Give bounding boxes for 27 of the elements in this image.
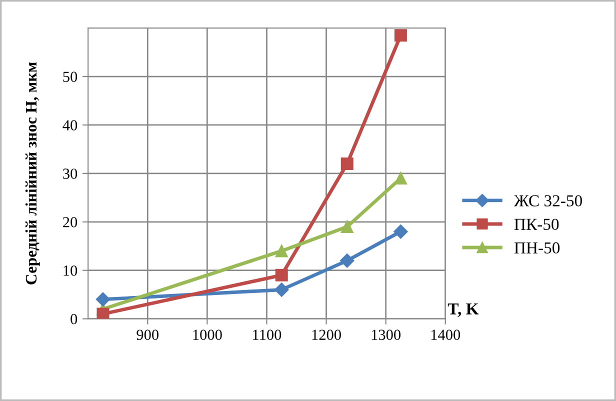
point: [275, 268, 288, 282]
y-tick-label: 40: [62, 120, 78, 130]
x-tick-label: 1000: [193, 330, 222, 340]
y-axis-title: Середній лінійний знос H, мкм: [25, 62, 40, 284]
point: [96, 292, 110, 306]
x-tick-label: 1400: [431, 330, 460, 340]
legend-label: ПК-50: [514, 218, 559, 230]
point: [340, 220, 354, 233]
point: [394, 224, 408, 239]
point: [274, 282, 289, 297]
x-tick-label: 900: [136, 330, 159, 340]
point: [96, 308, 110, 319]
x-tick-label: 1100: [253, 330, 282, 340]
y-tick-label: 10: [64, 265, 78, 276]
legend-label: ПН-50: [514, 242, 560, 254]
point: [275, 244, 288, 258]
point: [394, 29, 407, 42]
x-tick-label: 1300: [372, 330, 401, 340]
point: [340, 157, 354, 170]
x-axis-title: T, K: [448, 303, 479, 317]
x-tick-label: 1200: [312, 330, 341, 340]
y-tick-label: 20: [63, 217, 78, 228]
point: [340, 254, 354, 268]
legend-label: ЖС 32-50: [514, 195, 582, 206]
y-tick-label: 30: [63, 168, 78, 179]
y-tick-label: 0: [70, 314, 78, 324]
y-tick-label: 50: [63, 72, 78, 82]
